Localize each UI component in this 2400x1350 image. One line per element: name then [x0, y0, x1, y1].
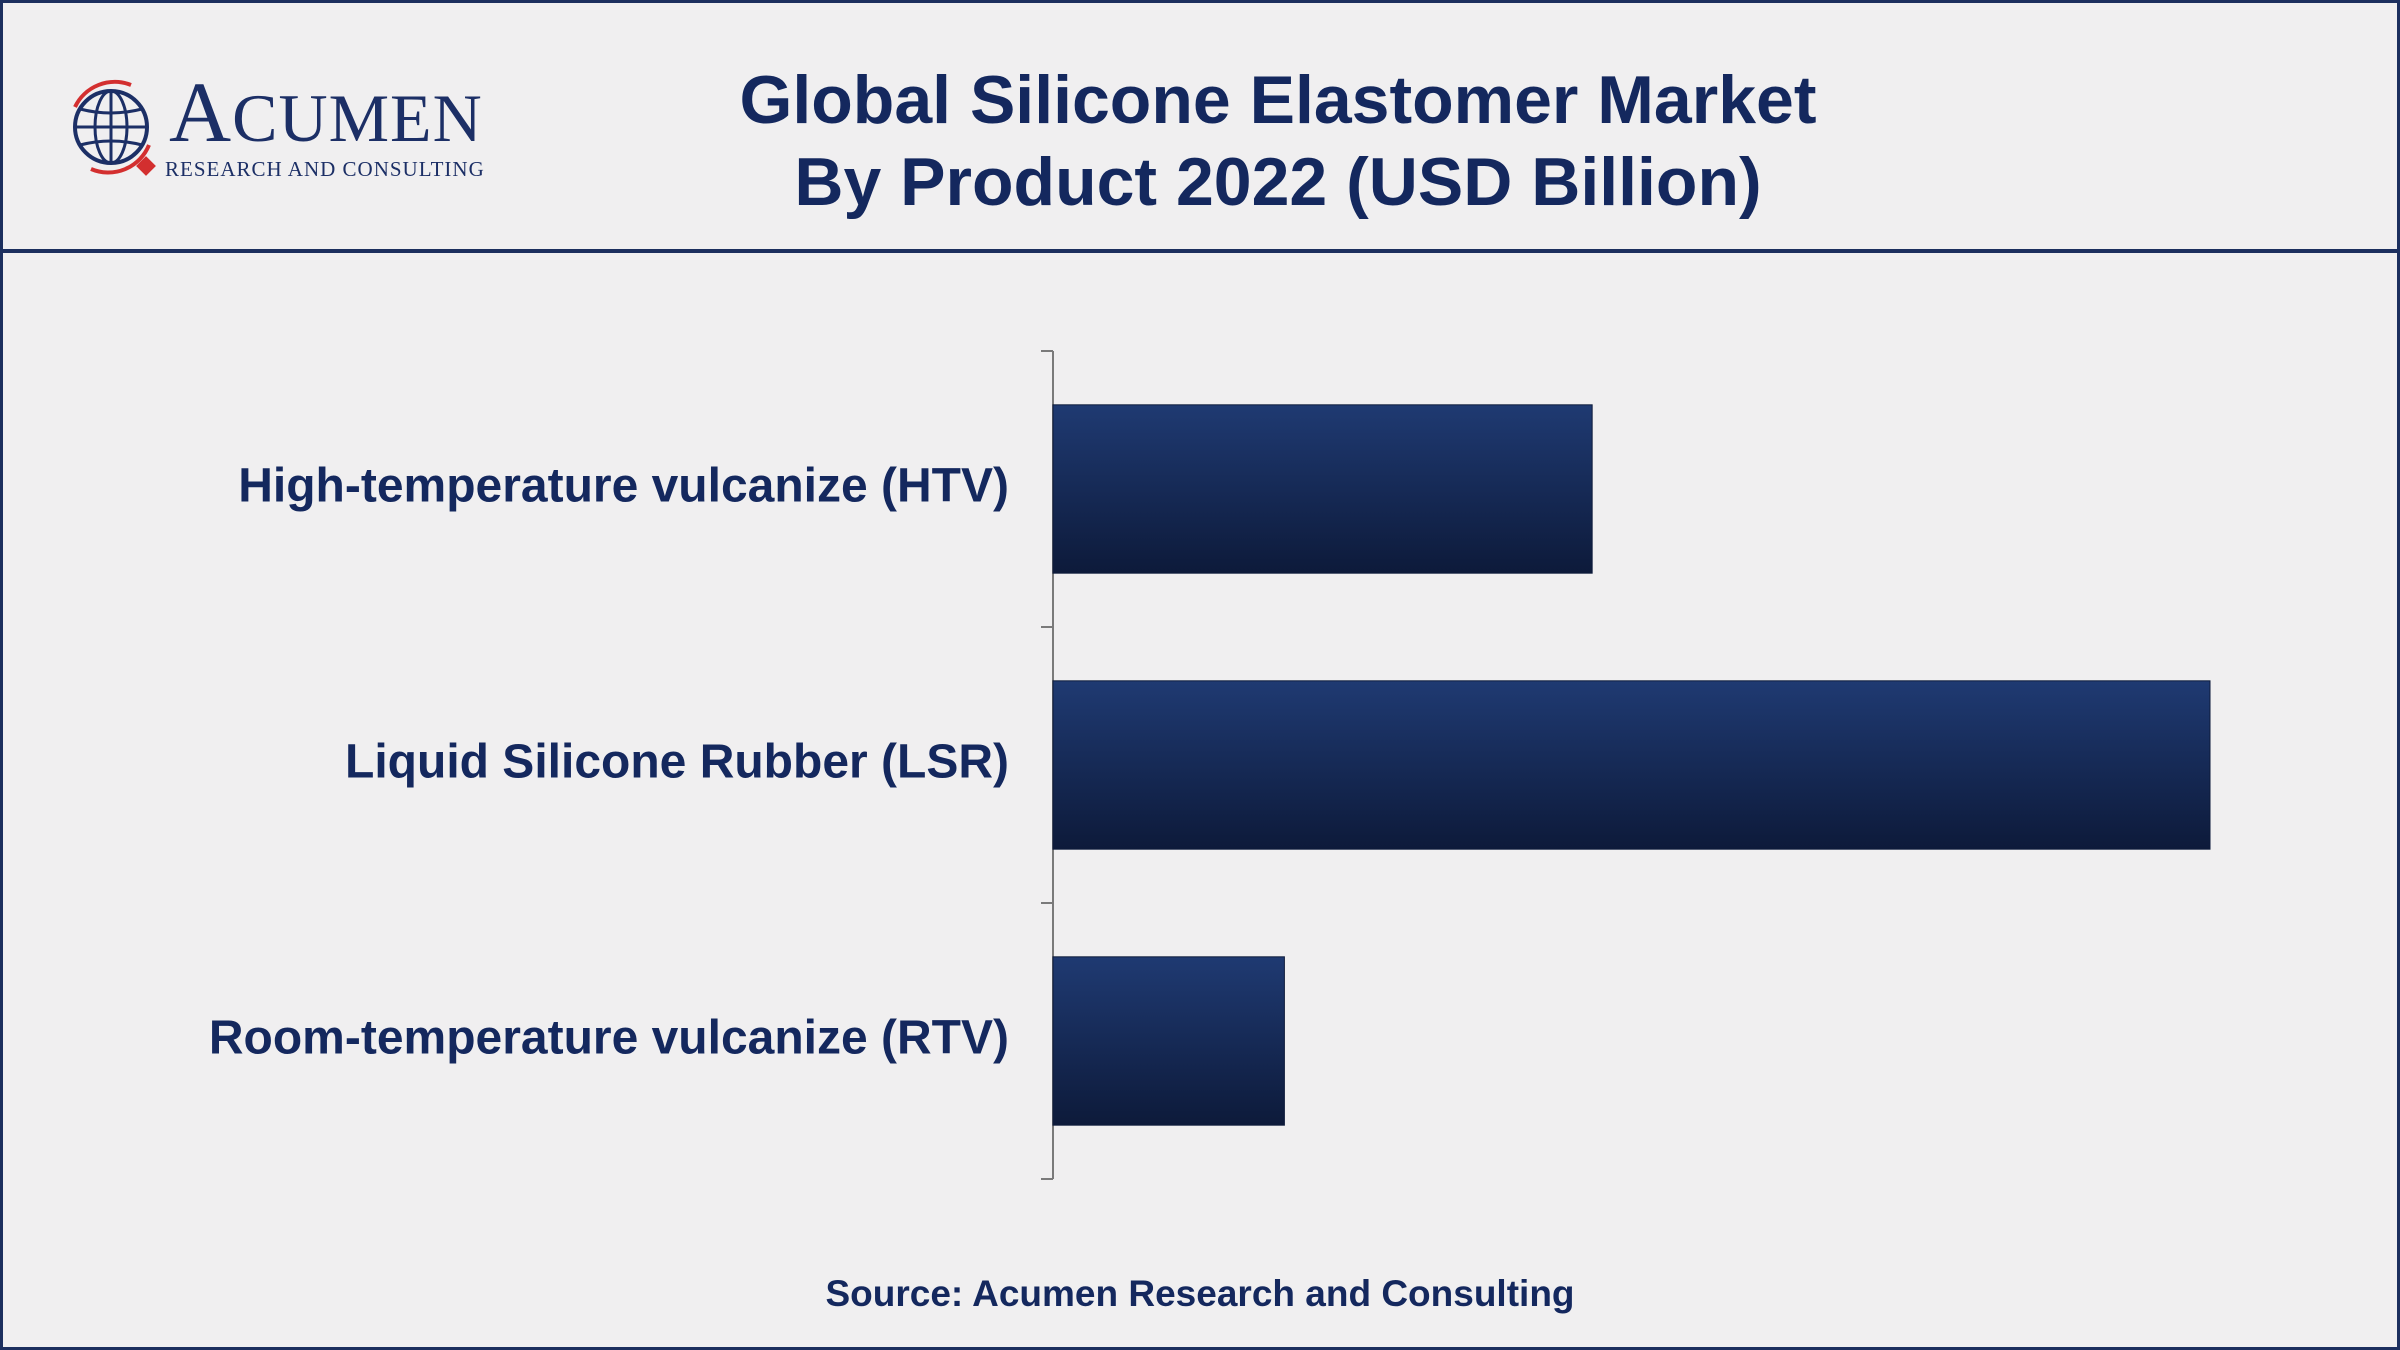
bar-3	[1052, 956, 1285, 1126]
globe-logo-icon	[73, 79, 156, 176]
chart-title: Global Silicone Elastomer Market By Prod…	[603, 59, 1953, 223]
bar-2	[1052, 680, 2211, 850]
bar-chart: High-temperature vulcanize (HTV) Liquid S…	[209, 350, 2211, 1180]
category-label-2: Liquid Silicone Rubber (LSR)	[345, 736, 1009, 789]
category-label-1: High-temperature vulcanize (HTV)	[238, 460, 1009, 513]
header: ACUMEN RESEARCH AND CONSULTING Global Si…	[3, 3, 2397, 253]
category-label-3: Room-temperature vulcanize (RTV)	[209, 1012, 1009, 1065]
source-note: Source: Acumen Research and Consulting	[825, 1273, 1575, 1314]
acumen-logo: ACUMEN RESEARCH AND CONSULTING	[61, 69, 501, 189]
logo-subtitle: RESEARCH AND CONSULTING	[165, 157, 485, 181]
chart-title-line-1: Global Silicone Elastomer Market	[739, 62, 1817, 138]
bar-1	[1052, 404, 1593, 574]
logo-wordmark: ACUMEN	[169, 64, 483, 160]
chart-title-line-2: By Product 2022 (USD Billion)	[794, 144, 1762, 220]
